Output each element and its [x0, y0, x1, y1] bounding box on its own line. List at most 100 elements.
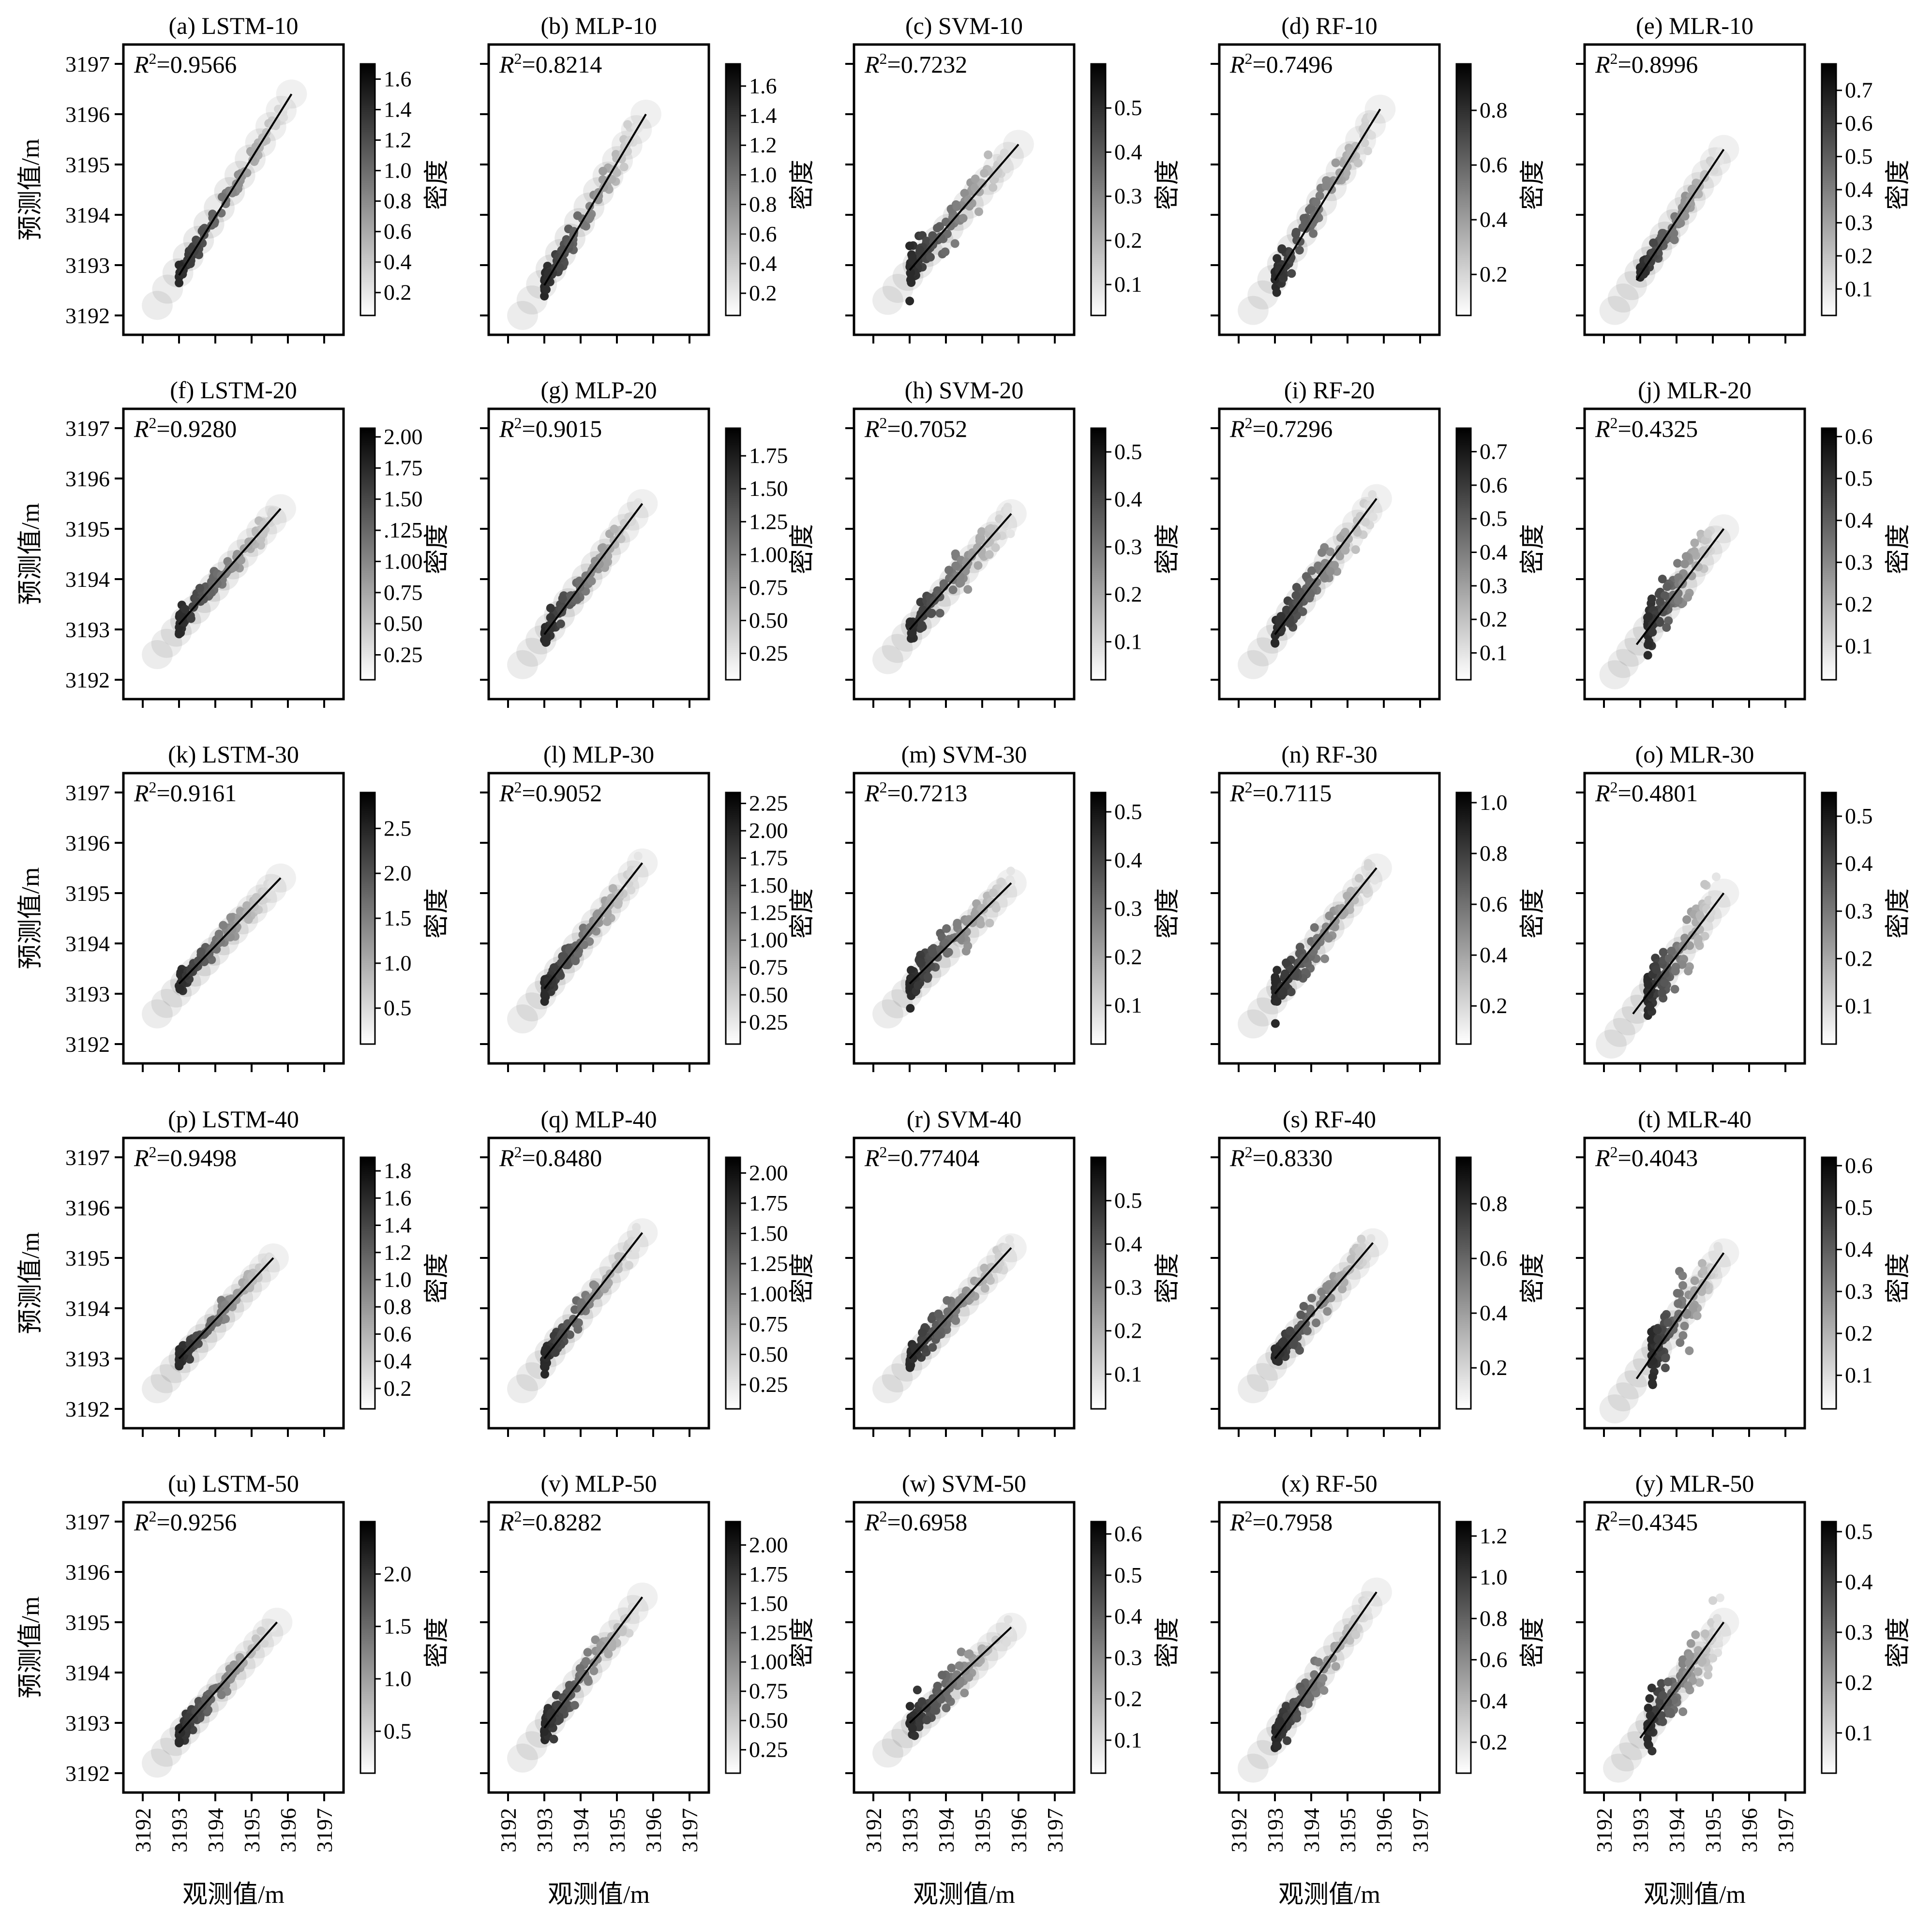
- plot-frame: [1583, 772, 1806, 1065]
- r2-superscript: 2: [149, 1508, 157, 1525]
- density-contour: [1604, 1018, 1635, 1047]
- data-point: [1676, 218, 1685, 227]
- data-point: [1700, 1266, 1709, 1275]
- fit-line: [1632, 892, 1725, 1015]
- density-contour: [150, 1364, 182, 1393]
- fit-line: [543, 862, 644, 989]
- data-point: [906, 1004, 915, 1013]
- colorbar-tick-label: 0.4: [1480, 942, 1508, 967]
- data-point: [1345, 1636, 1354, 1645]
- data-point: [1323, 1307, 1332, 1316]
- data-point: [192, 597, 201, 606]
- colorbar-tick-label: 2.25: [749, 791, 788, 816]
- data-point: [1691, 1630, 1700, 1639]
- x-tick-label: 3195: [240, 1808, 264, 1853]
- colorbar-tick-label: 0.4: [1114, 848, 1142, 872]
- subplot-title: (t) MLR-40: [1638, 1106, 1752, 1133]
- colorbar-tick-label: 1.0: [384, 951, 412, 975]
- data-point: [1314, 561, 1323, 570]
- plot-frame: [122, 407, 345, 701]
- data-point: [607, 175, 616, 184]
- x-tick-label: 3193: [898, 1808, 922, 1853]
- fit-line: [1635, 528, 1725, 645]
- data-point: [1680, 559, 1689, 568]
- data-point: [1646, 1711, 1655, 1720]
- colorbar-tick-label: 1.75: [384, 455, 423, 480]
- colorbar: [1455, 63, 1472, 316]
- plot-frame: [122, 1501, 345, 1794]
- data-point: [610, 524, 619, 534]
- data-point: [1283, 1736, 1292, 1745]
- r2-value: =0.9256: [157, 1509, 237, 1536]
- r2-label: R2=0.7052: [864, 414, 967, 442]
- subplot-title: (g) MLP-20: [540, 376, 657, 404]
- data-point: [971, 174, 980, 183]
- data-point: [1006, 867, 1015, 876]
- data-point: [935, 609, 944, 618]
- data-point: [1000, 149, 1009, 157]
- density-contour: [882, 634, 913, 663]
- colorbar: [359, 1156, 376, 1410]
- colorbar-tick-label: 0.1: [1845, 276, 1873, 301]
- data-point: [565, 1681, 574, 1690]
- data-point: [1005, 1235, 1014, 1244]
- y-tick-label: 3193: [65, 1711, 110, 1735]
- data-point: [1317, 1287, 1326, 1297]
- subplot-21: (u) LSTM-50 R2=0.9256 3192 3193 3194 3195 3196…: [17, 1470, 451, 1909]
- r2-label: R2=0.6958: [864, 1508, 967, 1536]
- density-contour: [1247, 1363, 1278, 1392]
- colorbar-label: 密度: [1519, 1617, 1547, 1668]
- data-point: [1367, 131, 1376, 140]
- subplot-25: (y) MLR-50 R2=0.4345 3192 3193 3194 3195 3196 3…: [1576, 1470, 1912, 1909]
- data-point: [570, 1701, 579, 1710]
- data-point: [582, 1657, 590, 1666]
- data-point: [988, 183, 998, 192]
- data-point: [1684, 967, 1693, 976]
- fit-line: [543, 1596, 644, 1729]
- colorbar: [725, 63, 741, 316]
- plot-frame: [853, 407, 1076, 701]
- colorbar-tick-label: 0.5: [1114, 1188, 1142, 1213]
- data-point: [540, 997, 549, 1006]
- data-point: [1704, 896, 1713, 905]
- data-point: [1272, 288, 1281, 297]
- r2-symbol: R: [864, 415, 880, 442]
- colorbar-tick-label: 0.50: [749, 982, 788, 1007]
- subplot-title: (q) MLP-40: [540, 1106, 657, 1133]
- colorbar-tick-label: 0.75: [749, 955, 788, 980]
- data-point: [970, 183, 979, 192]
- data-point: [991, 904, 1001, 913]
- data-point: [1688, 1303, 1697, 1312]
- r2-label: R2=0.4325: [1595, 414, 1698, 442]
- x-tick-label: 3195: [970, 1808, 995, 1853]
- r2-symbol: R: [499, 779, 514, 807]
- data-point: [583, 1648, 592, 1657]
- colorbar-tick-label: 0.75: [749, 1312, 788, 1336]
- colorbar-tick-label: 0.3: [1114, 534, 1142, 559]
- data-point: [599, 166, 608, 176]
- fit-line: [543, 503, 644, 635]
- data-point: [1357, 1235, 1366, 1243]
- r2-symbol: R: [499, 415, 514, 442]
- data-point: [1279, 1337, 1288, 1346]
- r2-superscript: 2: [514, 414, 522, 432]
- colorbar-label: 密度: [789, 1253, 816, 1303]
- x-tick-label: 3192: [496, 1808, 521, 1853]
- data-point: [1663, 1318, 1673, 1327]
- data-point: [555, 263, 564, 272]
- x-tick-label: 3193: [1628, 1808, 1653, 1853]
- density-contour: [1616, 638, 1647, 667]
- colorbar: [1455, 427, 1472, 681]
- data-point: [1363, 862, 1373, 871]
- data-point: [252, 893, 261, 902]
- colorbar-tick-label: 0.4: [1114, 487, 1142, 511]
- colorbar-tick-label: 0.6: [384, 1321, 412, 1346]
- colorbar-tick-label: 0.2: [1114, 1687, 1142, 1711]
- colorbar-tick-label: 0.2: [1480, 262, 1508, 286]
- data-point: [623, 120, 632, 129]
- x-tick-label: 3196: [276, 1808, 300, 1853]
- data-point: [540, 1370, 549, 1379]
- density-contour: [507, 650, 538, 679]
- data-point: [175, 278, 184, 287]
- data-point: [1644, 980, 1653, 989]
